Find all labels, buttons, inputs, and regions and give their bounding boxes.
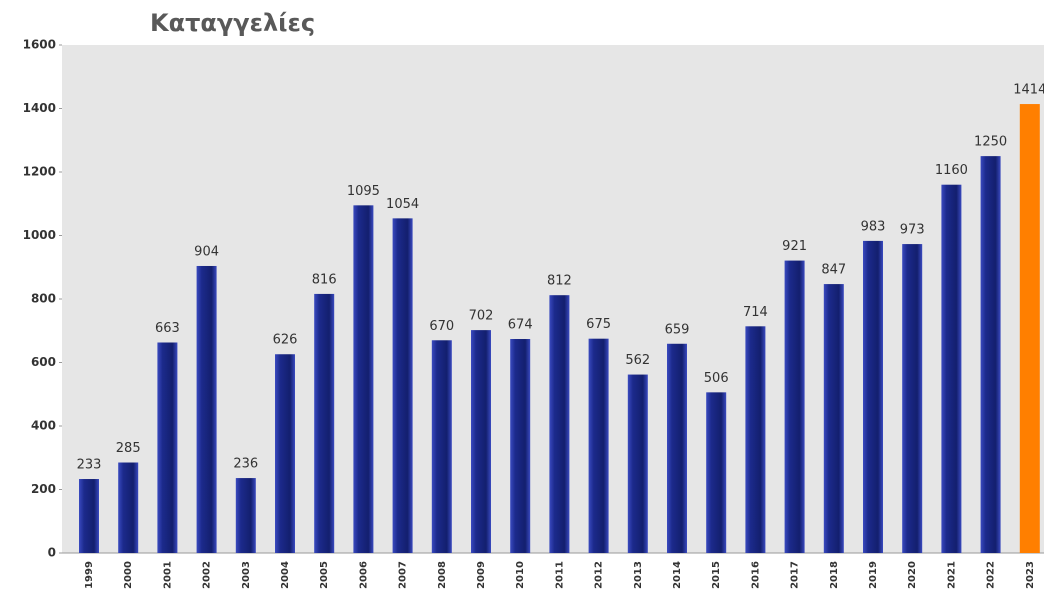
value-label: 714	[743, 305, 768, 320]
bar	[823, 284, 844, 553]
value-label: 1054	[386, 197, 419, 212]
x-tick-label: 2022	[986, 561, 997, 589]
x-tick-label: 1999	[84, 561, 95, 589]
x-tick-label: 2005	[319, 561, 330, 589]
value-label: 562	[625, 353, 650, 368]
value-label: 921	[782, 239, 807, 254]
bar	[549, 295, 570, 553]
bar	[353, 205, 374, 553]
value-label: 1095	[347, 184, 380, 199]
value-label: 702	[469, 309, 494, 324]
bar	[863, 240, 883, 553]
x-tick-label: 2021	[946, 561, 957, 589]
bar	[1019, 104, 1040, 554]
bar	[431, 340, 452, 553]
x-tick-label: 2015	[711, 561, 722, 589]
bar	[706, 392, 727, 553]
y-tick-label: 1400	[23, 101, 56, 115]
x-tick-label: 2018	[829, 561, 840, 589]
x-tick-label: 2012	[594, 561, 605, 589]
value-label: 670	[429, 319, 454, 334]
bar	[941, 184, 962, 553]
y-tick-label: 1000	[23, 228, 56, 242]
bar	[980, 156, 1001, 553]
bar	[275, 354, 295, 553]
value-label: 816	[312, 272, 337, 287]
value-label: 626	[273, 333, 298, 348]
value-label: 983	[861, 219, 886, 234]
x-tick-label: 2020	[907, 561, 918, 589]
bar	[314, 293, 335, 553]
value-label: 1160	[935, 163, 968, 178]
x-tick-label: 2017	[790, 561, 801, 589]
bar	[392, 218, 413, 554]
bar	[745, 326, 766, 553]
x-tick-label: 2000	[123, 561, 134, 589]
bar	[471, 330, 491, 553]
x-tick-label: 2003	[241, 561, 252, 589]
bar	[157, 342, 178, 553]
x-tick-label: 2008	[437, 561, 448, 589]
value-label: 233	[77, 458, 102, 473]
value-label: 659	[665, 322, 690, 337]
bar	[627, 374, 648, 553]
y-tick-label: 0	[48, 546, 56, 560]
bar	[79, 479, 99, 553]
x-tick-label: 2006	[358, 561, 369, 589]
bar	[588, 338, 609, 553]
x-tick-label: 2010	[515, 561, 526, 589]
y-tick-label: 1600	[23, 38, 56, 52]
y-tick-label: 600	[31, 355, 56, 369]
y-tick-label: 400	[31, 419, 56, 433]
bar	[784, 260, 805, 553]
value-label: 812	[547, 274, 572, 289]
x-tick-label: 2001	[162, 561, 173, 589]
y-tick-label: 1200	[23, 165, 56, 179]
x-tick-label: 2011	[554, 561, 565, 589]
x-tick-label: 2013	[633, 561, 644, 589]
value-label: 847	[821, 263, 846, 278]
y-tick-label: 800	[31, 292, 56, 306]
x-tick-label: 2007	[398, 561, 409, 589]
value-label: 285	[116, 441, 141, 456]
x-tick-label: 2023	[1025, 561, 1036, 589]
value-label: 236	[233, 457, 258, 472]
x-tick-label: 2016	[750, 561, 761, 589]
value-label: 674	[508, 318, 533, 333]
x-tick-label: 2002	[202, 561, 213, 589]
bar	[118, 462, 139, 553]
bar	[510, 339, 531, 553]
x-tick-label: 2009	[476, 561, 487, 589]
value-label: 1414	[1013, 83, 1044, 98]
value-label: 973	[900, 223, 925, 238]
value-label: 663	[155, 321, 180, 336]
value-label: 675	[586, 317, 611, 332]
value-label: 1250	[974, 135, 1007, 150]
x-tick-label: 2019	[868, 561, 879, 589]
chart-title: Καταγγελίες	[150, 9, 315, 37]
y-tick-label: 200	[31, 482, 56, 496]
bar	[235, 478, 256, 553]
bar	[196, 265, 217, 553]
bar	[902, 244, 923, 553]
x-tick-label: 2014	[672, 561, 683, 589]
value-label: 506	[704, 371, 729, 386]
bar	[667, 343, 687, 553]
value-label: 904	[194, 244, 219, 259]
x-tick-label: 2004	[280, 561, 291, 589]
